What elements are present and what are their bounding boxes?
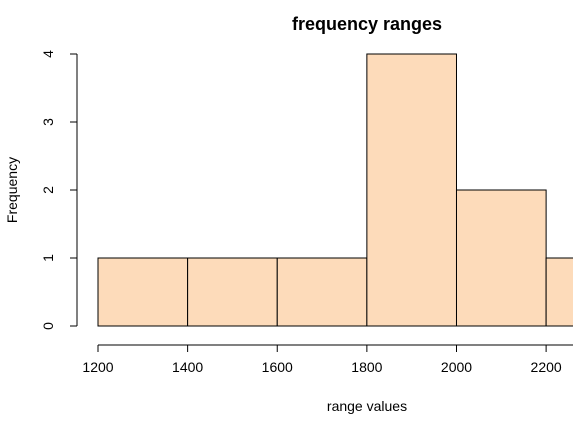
x-tick-label: 1800	[351, 359, 382, 375]
histogram-bar	[276, 257, 368, 327]
y-axis-label: Frequency	[4, 157, 20, 223]
x-tick-label: 1600	[262, 359, 293, 375]
histogram-bar	[366, 53, 457, 327]
y-tick-label: 0	[40, 322, 56, 330]
chart-title: frequency ranges	[292, 14, 442, 34]
y-tick-label: 2	[40, 186, 56, 194]
histogram-bar	[187, 257, 278, 327]
x-tick-label: 2000	[441, 359, 472, 375]
x-tick-label: 1200	[82, 359, 113, 375]
y-axis: 0 1 2 3 4	[40, 50, 78, 330]
x-tick-label: 2200	[531, 359, 562, 375]
y-tick-label: 3	[40, 118, 56, 126]
histogram-bar	[455, 189, 547, 327]
x-axis-label: range values	[327, 398, 407, 414]
histogram-bar	[545, 257, 573, 327]
x-axis: 1200 1400 1600 1800 2000 2200	[82, 344, 573, 375]
x-tick-label: 1400	[172, 359, 203, 375]
y-tick-label: 4	[40, 50, 56, 58]
y-tick-label: 1	[40, 254, 56, 262]
bars-group	[97, 53, 573, 327]
histogram-bar	[97, 257, 189, 327]
